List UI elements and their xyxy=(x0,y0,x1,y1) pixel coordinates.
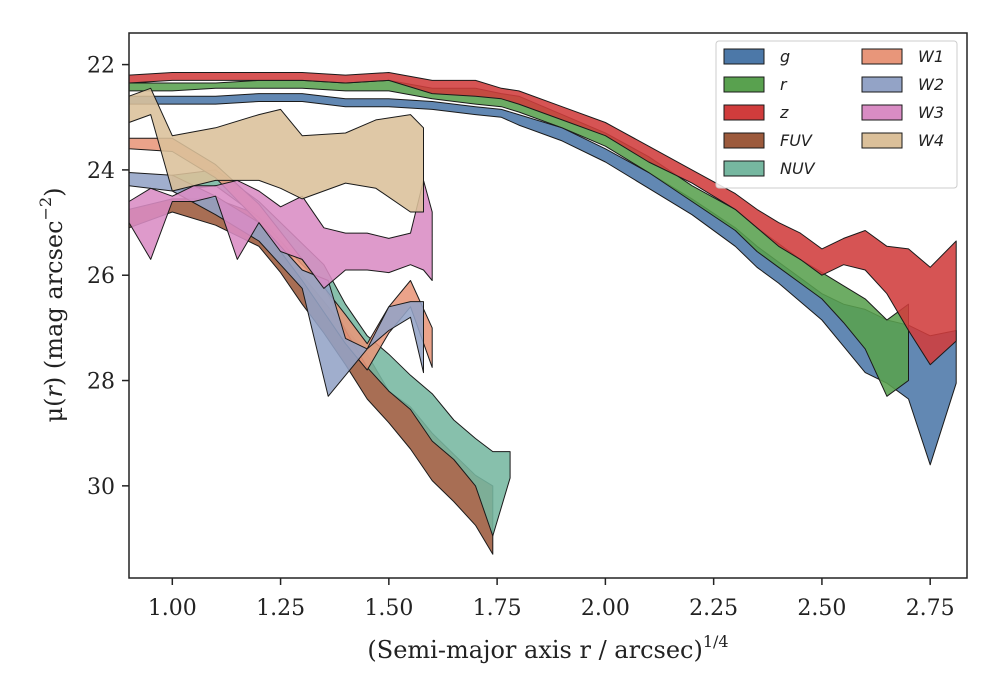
legend-label-nuv: NUV xyxy=(780,159,816,178)
series-band-w3 xyxy=(128,179,433,289)
y-axis-ticks: 22 24 26 28 30 xyxy=(87,54,129,500)
legend-label-w4: W4 xyxy=(918,131,944,150)
y-tick-label: 26 xyxy=(87,264,115,289)
y-axis-label-close: ) xyxy=(40,187,68,196)
legend-swatch-fuv xyxy=(723,132,765,149)
y-axis-label-prefix: μ( xyxy=(40,398,68,423)
y-tick-label: 22 xyxy=(87,54,115,79)
y-axis-label: μ(r) (mag arcsec−2) xyxy=(36,187,68,422)
legend-swatch-z xyxy=(723,104,765,121)
x-tick-label: 2.25 xyxy=(689,596,738,621)
legend-label-z: z xyxy=(779,103,789,122)
y-tick-label: 24 xyxy=(87,159,115,184)
legend-swatch-w1 xyxy=(861,48,903,65)
legend-label-w3: W3 xyxy=(918,103,944,122)
y-tick-label: 28 xyxy=(87,370,115,395)
x-tick-label: 2.00 xyxy=(581,596,630,621)
series-band-w4 xyxy=(128,87,424,213)
x-tick-label: 1.00 xyxy=(148,596,197,621)
legend: grz FUV NUV W1 W2 W3 W4 xyxy=(715,40,958,189)
legend-swatch-nuv xyxy=(723,160,765,177)
series-band-z xyxy=(128,72,957,366)
x-axis-label-text: (Semi-major axis r / arcsec) xyxy=(367,636,702,664)
x-axis-label-exponent: 1/4 xyxy=(703,632,729,651)
x-tick-label: 2.75 xyxy=(906,596,955,621)
legend-swatch-r xyxy=(723,76,765,93)
legend-swatch-w2 xyxy=(861,76,903,93)
legend-swatch-w4 xyxy=(861,132,903,149)
legend-swatch-w3 xyxy=(861,104,903,121)
series-layer xyxy=(128,72,957,555)
legend-label-w1: W1 xyxy=(918,47,944,66)
x-axis-label: (Semi-major axis r / arcsec)1/4 xyxy=(367,632,728,664)
series-band-g xyxy=(128,93,957,466)
y-axis-label-var: r xyxy=(40,385,68,398)
y-tick-label: 30 xyxy=(87,475,115,500)
legend-label-g: g xyxy=(780,47,790,66)
x-tick-label: 1.75 xyxy=(473,596,522,621)
y-axis-label-suffix: ) (mag arcsec xyxy=(40,220,68,386)
x-tick-label: 2.50 xyxy=(797,596,846,621)
legend-label-fuv: FUV xyxy=(780,131,813,150)
x-tick-label: 1.50 xyxy=(364,596,413,621)
y-axis-label-exponent: −2 xyxy=(36,197,55,221)
x-tick-label: 1.25 xyxy=(256,596,305,621)
plot-frame xyxy=(128,32,968,579)
x-axis-ticks: 1.00 1.25 1.50 1.75 2.00 2.25 2.50 2.75 xyxy=(148,578,955,621)
legend-swatch-g xyxy=(723,48,765,65)
legend-label-w2: W2 xyxy=(918,75,944,94)
legend-label-r: r xyxy=(780,75,788,94)
